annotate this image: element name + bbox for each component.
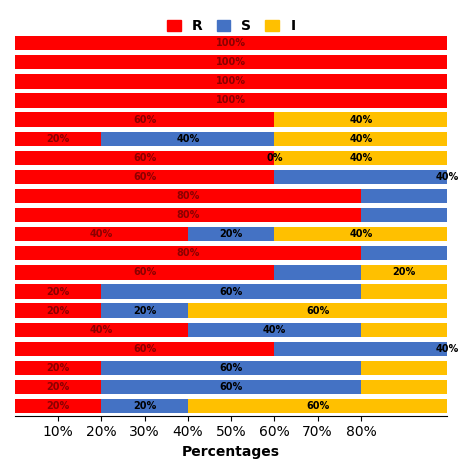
- Text: 100%: 100%: [216, 57, 246, 67]
- Text: 80%: 80%: [176, 248, 200, 258]
- Text: 20%: 20%: [46, 363, 70, 373]
- Bar: [15, 342, 274, 356]
- Bar: [101, 131, 274, 146]
- Bar: [361, 380, 447, 394]
- Bar: [274, 131, 447, 146]
- Text: 0%: 0%: [266, 153, 283, 163]
- Bar: [101, 303, 188, 318]
- Bar: [15, 246, 361, 261]
- Bar: [361, 265, 447, 280]
- Text: 60%: 60%: [306, 401, 329, 411]
- Bar: [361, 246, 447, 261]
- Bar: [15, 265, 274, 280]
- Bar: [15, 131, 101, 146]
- Text: 40%: 40%: [176, 134, 200, 144]
- Text: 40%: 40%: [436, 344, 459, 354]
- Text: 40%: 40%: [263, 325, 286, 335]
- Bar: [101, 399, 188, 413]
- Bar: [15, 284, 101, 299]
- Text: 20%: 20%: [46, 401, 70, 411]
- Bar: [15, 93, 447, 108]
- Bar: [15, 74, 447, 89]
- Bar: [15, 55, 447, 69]
- Text: 40%: 40%: [349, 134, 373, 144]
- Text: 80%: 80%: [176, 191, 200, 201]
- Bar: [15, 323, 188, 337]
- Bar: [274, 342, 447, 356]
- Bar: [274, 170, 447, 184]
- Bar: [274, 265, 361, 280]
- Text: 40%: 40%: [90, 229, 113, 239]
- Text: 40%: 40%: [436, 172, 459, 182]
- Bar: [274, 227, 447, 241]
- Text: 60%: 60%: [306, 306, 329, 316]
- X-axis label: Percentages: Percentages: [182, 445, 280, 459]
- Bar: [15, 361, 101, 375]
- Text: 20%: 20%: [392, 267, 416, 277]
- Bar: [361, 284, 447, 299]
- Bar: [15, 208, 361, 222]
- Text: 60%: 60%: [133, 344, 156, 354]
- Bar: [274, 112, 447, 127]
- Bar: [188, 323, 361, 337]
- Text: 40%: 40%: [349, 229, 373, 239]
- Text: 20%: 20%: [46, 287, 70, 297]
- Text: 60%: 60%: [219, 363, 243, 373]
- Bar: [15, 303, 101, 318]
- Text: 60%: 60%: [219, 382, 243, 392]
- Bar: [101, 284, 361, 299]
- Bar: [15, 36, 447, 50]
- Bar: [101, 361, 361, 375]
- Text: 20%: 20%: [46, 306, 70, 316]
- Bar: [15, 151, 274, 165]
- Text: 60%: 60%: [133, 267, 156, 277]
- Text: 100%: 100%: [216, 76, 246, 86]
- Bar: [274, 151, 447, 165]
- Text: 20%: 20%: [46, 382, 70, 392]
- Text: 40%: 40%: [349, 153, 373, 163]
- Bar: [15, 227, 188, 241]
- Bar: [361, 323, 447, 337]
- Bar: [15, 189, 361, 203]
- Text: 20%: 20%: [133, 306, 156, 316]
- Bar: [15, 399, 101, 413]
- Bar: [361, 189, 447, 203]
- Legend: R, S, I: R, S, I: [161, 14, 301, 39]
- Text: 100%: 100%: [216, 38, 246, 48]
- Text: 20%: 20%: [46, 134, 70, 144]
- Text: 20%: 20%: [133, 401, 156, 411]
- Bar: [361, 361, 447, 375]
- Text: 60%: 60%: [219, 287, 243, 297]
- Text: 60%: 60%: [133, 172, 156, 182]
- Bar: [188, 227, 274, 241]
- Bar: [101, 380, 361, 394]
- Text: 80%: 80%: [176, 210, 200, 220]
- Bar: [15, 112, 274, 127]
- Bar: [188, 399, 447, 413]
- Text: 40%: 40%: [90, 325, 113, 335]
- Text: 40%: 40%: [349, 115, 373, 125]
- Bar: [15, 170, 274, 184]
- Text: 60%: 60%: [133, 115, 156, 125]
- Text: 20%: 20%: [219, 229, 243, 239]
- Bar: [188, 303, 447, 318]
- Bar: [15, 380, 101, 394]
- Text: 100%: 100%: [216, 95, 246, 106]
- Bar: [361, 208, 447, 222]
- Text: 60%: 60%: [133, 153, 156, 163]
